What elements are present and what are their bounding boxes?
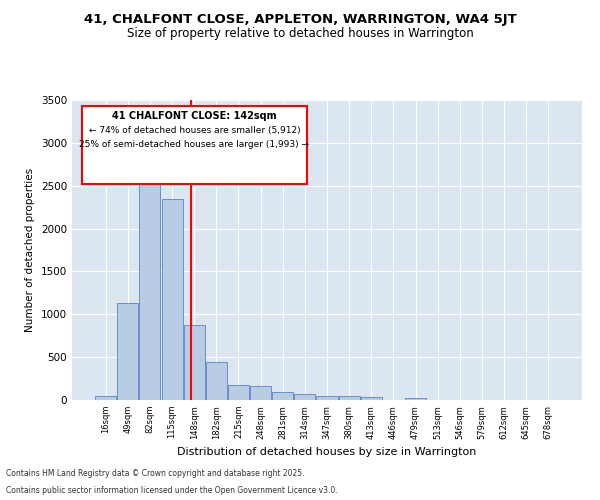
Text: Contains public sector information licensed under the Open Government Licence v3: Contains public sector information licen… bbox=[6, 486, 338, 495]
Bar bbox=[361, 398, 382, 400]
Bar bbox=[139, 164, 160, 400]
Bar bbox=[228, 386, 249, 400]
Bar bbox=[161, 200, 182, 400]
Text: 25% of semi-detached houses are larger (1,993) →: 25% of semi-detached houses are larger (… bbox=[79, 140, 310, 149]
Text: 41, CHALFONT CLOSE, APPLETON, WARRINGTON, WA4 5JT: 41, CHALFONT CLOSE, APPLETON, WARRINGTON… bbox=[83, 12, 517, 26]
Text: ← 74% of detached houses are smaller (5,912): ← 74% of detached houses are smaller (5,… bbox=[89, 126, 300, 135]
Bar bbox=[250, 386, 271, 400]
Bar bbox=[206, 362, 227, 400]
Text: 41 CHALFONT CLOSE: 142sqm: 41 CHALFONT CLOSE: 142sqm bbox=[112, 111, 277, 121]
Text: Contains HM Land Registry data © Crown copyright and database right 2025.: Contains HM Land Registry data © Crown c… bbox=[6, 468, 305, 477]
Bar bbox=[184, 326, 205, 400]
Bar bbox=[95, 396, 116, 400]
Bar bbox=[316, 396, 338, 400]
Bar bbox=[118, 303, 139, 400]
Bar bbox=[338, 396, 359, 400]
Bar bbox=[405, 398, 426, 400]
Text: Size of property relative to detached houses in Warrington: Size of property relative to detached ho… bbox=[127, 28, 473, 40]
X-axis label: Distribution of detached houses by size in Warrington: Distribution of detached houses by size … bbox=[178, 447, 476, 457]
Bar bbox=[295, 394, 316, 400]
Bar bbox=[272, 392, 293, 400]
Y-axis label: Number of detached properties: Number of detached properties bbox=[25, 168, 35, 332]
